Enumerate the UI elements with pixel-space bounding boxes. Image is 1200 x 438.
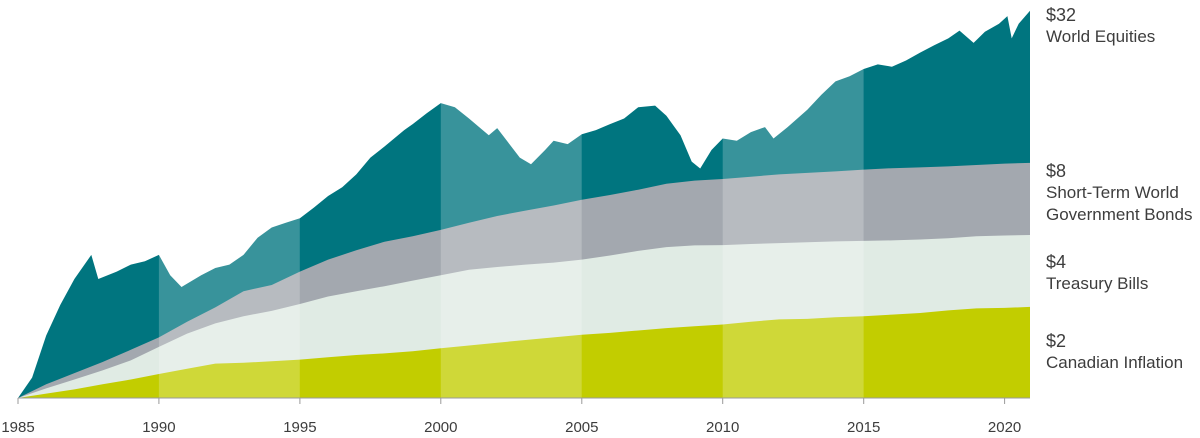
x-tick-label-1995: 1995 [283, 419, 316, 436]
label-short-term-bonds: $8 Short-Term World Government Bonds [1046, 160, 1192, 226]
x-tick-label-2000: 2000 [424, 419, 457, 436]
world-equities-value: $32 [1046, 5, 1077, 25]
shaded-period-bands [158, 4, 864, 398]
x-tick-label-2020: 2020 [988, 419, 1021, 436]
series-areas [18, 10, 1030, 399]
x-tick-label-1990: 1990 [142, 419, 175, 436]
treasury-bills-name: Treasury Bills [1046, 274, 1149, 293]
x-tick-label-2015: 2015 [847, 419, 880, 436]
short-term-bonds-name-line2: Government Bonds [1046, 205, 1193, 224]
canadian-inflation-name: Canadian Inflation [1046, 353, 1184, 372]
x-tick-label-1985: 1985 [1, 419, 34, 436]
shaded-band-2010-2015 [722, 4, 864, 398]
x-tick-label-2010: 2010 [706, 419, 739, 436]
area-canadian-inflation [18, 306, 1030, 398]
shaded-band-1990-1995 [158, 4, 300, 398]
label-world-equities: $32 World Equities [1046, 4, 1155, 48]
short-term-bonds-name-line1: Short-Term World [1046, 183, 1179, 202]
x-axis: 1985 1990 1995 2000 2005 2010 2015 2020 [1, 397, 1030, 436]
x-tick-label-2005: 2005 [565, 419, 598, 436]
shaded-band-2000-2005 [440, 4, 582, 398]
label-treasury-bills: $4 Treasury Bills [1046, 251, 1148, 295]
canadian-inflation-value: $2 [1046, 331, 1067, 351]
treasury-bills-value: $4 [1046, 252, 1067, 272]
world-equities-name: World Equities [1046, 27, 1156, 46]
short-term-bonds-value: $8 [1046, 161, 1067, 181]
label-canadian-inflation: $2 Canadian Inflation [1046, 330, 1183, 374]
